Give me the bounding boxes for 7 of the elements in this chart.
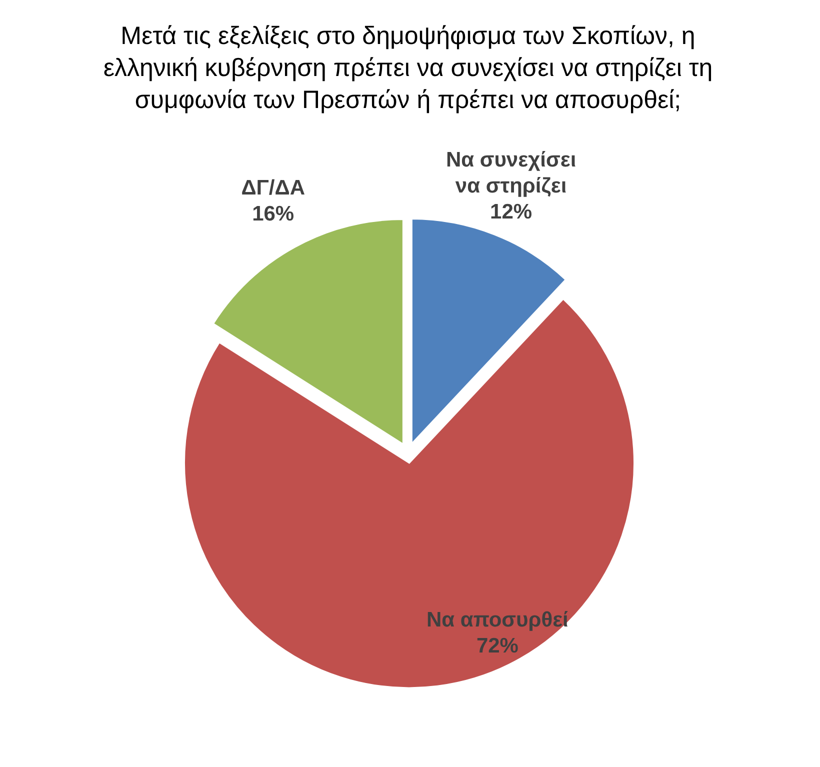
chart-title: Μετά τις εξελίξεις στο δημοψήφισμα των Σκοπίων, η ελληνική κυβέρνηση πρέπει να συνεχίσει να στηρίζει τη συμφωνία των Πρεσπών ή πρέπει να αποσυρθεί; — [103, 22, 713, 114]
data-label: 12% — [490, 200, 532, 224]
slice-label: Να αποσυρθεί — [426, 608, 569, 632]
data-label: 16% — [252, 202, 294, 226]
slice-label: ΔΓ/ΔΑ — [241, 176, 306, 200]
data-label: 72% — [476, 634, 519, 658]
slice-label: Να συνεχίσει να στηρίζει — [446, 148, 576, 198]
